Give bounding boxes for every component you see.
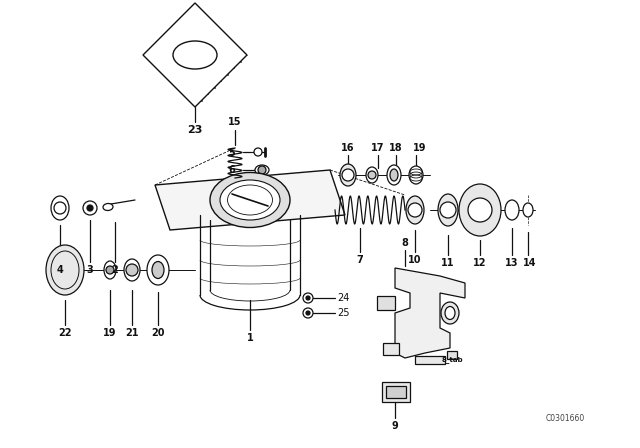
Ellipse shape (390, 169, 398, 181)
Ellipse shape (220, 180, 280, 220)
Text: 21: 21 (125, 328, 139, 338)
Circle shape (306, 311, 310, 315)
Bar (377, 296, 395, 310)
Text: 14: 14 (524, 258, 537, 268)
Polygon shape (155, 170, 345, 230)
Ellipse shape (505, 200, 519, 220)
Text: 24: 24 (337, 293, 349, 303)
Text: 22: 22 (58, 328, 72, 338)
Ellipse shape (409, 166, 423, 184)
Text: 13: 13 (505, 258, 519, 268)
Text: 8_tab: 8_tab (441, 357, 463, 363)
Circle shape (303, 308, 313, 318)
Ellipse shape (210, 172, 290, 228)
Text: 17: 17 (371, 143, 385, 153)
Circle shape (106, 266, 114, 274)
Ellipse shape (51, 196, 69, 220)
Text: 9: 9 (392, 421, 398, 431)
Text: 25: 25 (337, 308, 349, 318)
Text: 2: 2 (111, 265, 118, 275)
Text: 11: 11 (441, 258, 455, 268)
Ellipse shape (441, 302, 459, 324)
Bar (386, 386, 406, 398)
Text: 6: 6 (228, 165, 236, 175)
Circle shape (368, 171, 376, 179)
Ellipse shape (445, 306, 455, 319)
Text: 4: 4 (56, 265, 63, 275)
Ellipse shape (152, 262, 164, 279)
Ellipse shape (438, 194, 458, 226)
Circle shape (468, 198, 492, 222)
Text: 19: 19 (413, 143, 427, 153)
Polygon shape (143, 3, 247, 107)
Text: 19: 19 (103, 328, 116, 338)
Ellipse shape (255, 165, 269, 175)
Circle shape (306, 296, 310, 300)
Ellipse shape (173, 41, 217, 69)
Text: 18: 18 (389, 143, 403, 153)
Ellipse shape (103, 203, 113, 211)
Circle shape (87, 205, 93, 211)
Circle shape (408, 203, 422, 217)
Text: 12: 12 (473, 258, 487, 268)
Text: 15: 15 (228, 117, 242, 127)
Bar (447, 351, 457, 359)
Circle shape (83, 201, 97, 215)
Text: 20: 20 (151, 328, 164, 338)
Ellipse shape (459, 184, 501, 236)
Text: 7: 7 (356, 255, 364, 265)
Ellipse shape (387, 165, 401, 185)
Text: 10: 10 (408, 255, 422, 265)
Text: 8: 8 (401, 238, 408, 248)
Text: C0301660: C0301660 (545, 414, 584, 422)
Ellipse shape (366, 167, 378, 183)
Ellipse shape (46, 245, 84, 295)
Circle shape (258, 166, 266, 174)
Bar (382, 382, 410, 402)
Text: 5: 5 (228, 148, 236, 158)
Circle shape (303, 293, 313, 303)
Text: 16: 16 (341, 143, 355, 153)
Text: 1: 1 (246, 333, 253, 343)
Ellipse shape (104, 261, 116, 279)
Polygon shape (395, 268, 465, 358)
Ellipse shape (147, 255, 169, 285)
Ellipse shape (124, 259, 140, 281)
Bar (383, 343, 399, 355)
Circle shape (440, 202, 456, 218)
Bar (415, 356, 445, 364)
Circle shape (342, 169, 354, 181)
Ellipse shape (340, 164, 356, 186)
Text: 3: 3 (86, 265, 93, 275)
Circle shape (126, 264, 138, 276)
Ellipse shape (406, 196, 424, 224)
Ellipse shape (523, 203, 533, 217)
Circle shape (254, 148, 262, 156)
Text: 23: 23 (188, 125, 203, 135)
